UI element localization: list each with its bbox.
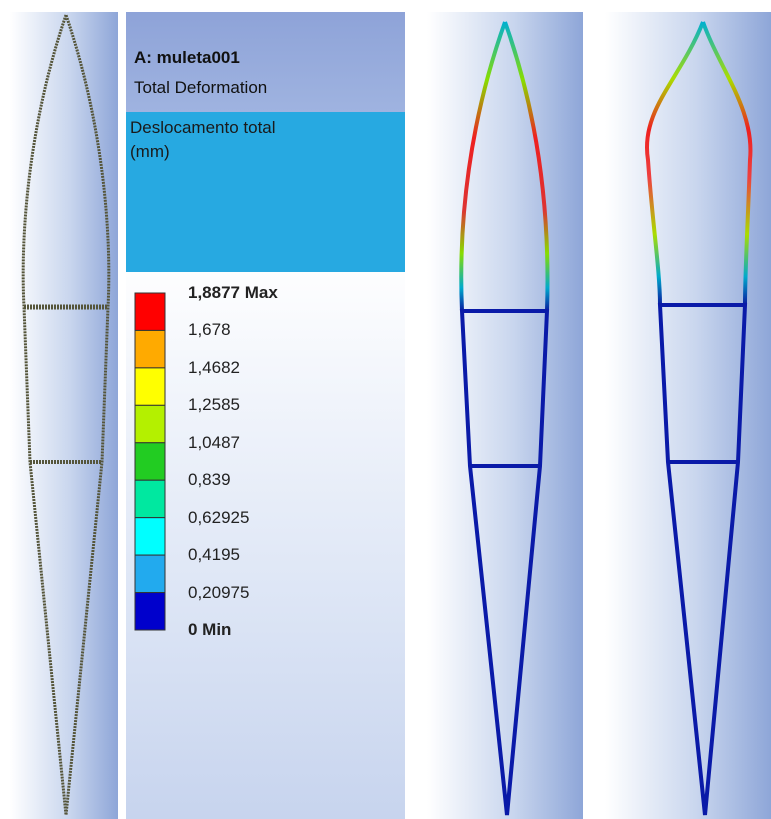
legend-label: 0,20975	[188, 583, 249, 603]
legend-label: 1,8877 Max	[188, 283, 278, 303]
screenshot: A: muleta001 Total Deformation Deslocame…	[0, 0, 771, 819]
legend-label: 1,678	[188, 320, 231, 340]
legend-swatch	[135, 368, 165, 405]
legend-label: 0,62925	[188, 508, 249, 528]
legend-label: 0,4195	[188, 545, 240, 565]
legend-label: 1,0487	[188, 433, 240, 453]
legend-swatch	[135, 405, 165, 442]
legend-swatch	[135, 480, 165, 517]
legend-swatch	[135, 330, 165, 367]
deformed-shape	[461, 22, 547, 815]
legend-label: 1,2585	[188, 395, 240, 415]
deformed-shape	[647, 22, 751, 815]
legend-label: 0,839	[188, 470, 231, 490]
legend-label: 0 Min	[188, 620, 231, 640]
legend-swatch	[135, 443, 165, 480]
legend-label: 1,4682	[188, 358, 240, 378]
mesh-outline	[23, 15, 109, 815]
drawing	[0, 0, 771, 819]
legend-swatch	[135, 593, 165, 630]
legend-swatch	[135, 555, 165, 592]
legend-swatch	[135, 293, 165, 330]
legend-swatch	[135, 518, 165, 555]
